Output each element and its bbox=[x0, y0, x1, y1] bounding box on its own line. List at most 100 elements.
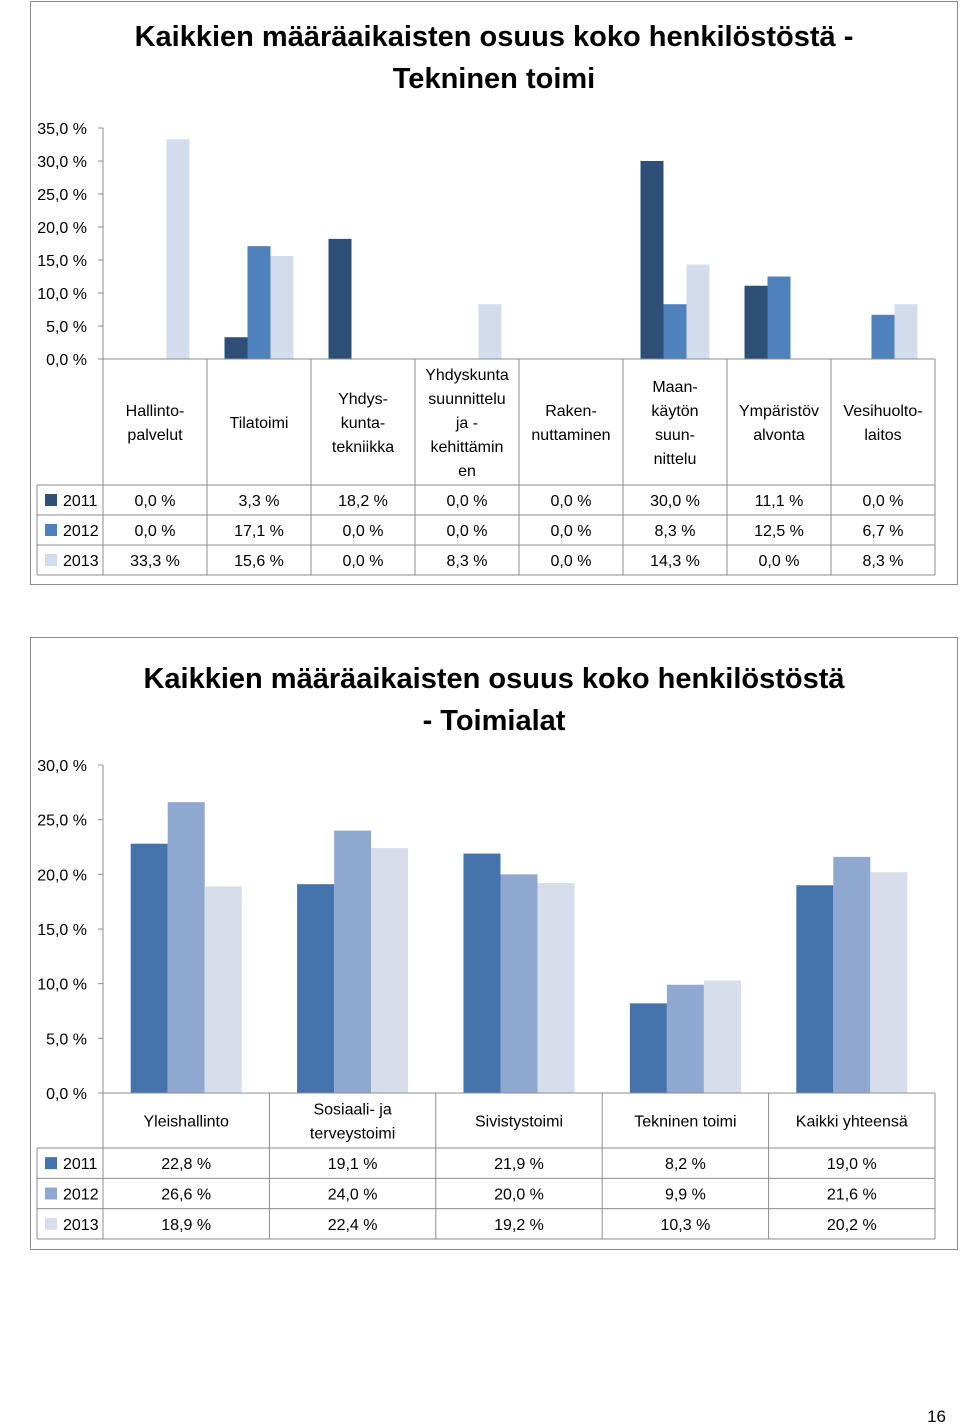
bar-2012-1 bbox=[334, 830, 372, 1093]
data-label: 0,0 % bbox=[863, 493, 904, 510]
chart-svg: 0,0 % 5,0 % 10,0 % 15,0 % 20,0 % 25,0 % 30,0 %… bbox=[36, 121, 936, 576]
data-label: 22,4 % bbox=[328, 1217, 378, 1234]
data-label: 19,0 % bbox=[827, 1156, 877, 1173]
data-label: 15,6 % bbox=[234, 553, 284, 570]
data-label: 19,1 % bbox=[328, 1156, 378, 1173]
y-tick-label: 20,0 % bbox=[37, 867, 87, 884]
legend-swatch-2011 bbox=[45, 1157, 57, 1170]
bar-2011-5 bbox=[640, 161, 664, 359]
bar-2012-4 bbox=[833, 856, 871, 1093]
data-label: 3,3 % bbox=[239, 493, 280, 510]
bar-2012-0 bbox=[167, 802, 205, 1093]
category-label: Yhdys-kunta-tekniikka bbox=[332, 391, 394, 456]
bar-2013-7 bbox=[894, 304, 918, 359]
data-label: 26,6 % bbox=[161, 1187, 211, 1204]
chart-title: Kaikkien määräaikaisten osuus koko henki… bbox=[134, 21, 854, 95]
legend-swatch-2013 bbox=[45, 1217, 57, 1230]
bar-2011-3 bbox=[629, 1003, 667, 1093]
y-tick-label: 0,0 % bbox=[46, 1086, 87, 1103]
bar-2012-1 bbox=[247, 246, 271, 359]
data-label: 9,9 % bbox=[665, 1187, 706, 1204]
data-label: 0,0 % bbox=[551, 493, 592, 510]
legend-label-2011: 2011 bbox=[63, 493, 98, 510]
bar-2011-4 bbox=[796, 885, 834, 1093]
data-label: 8,3 % bbox=[447, 553, 488, 570]
bar-2012-2 bbox=[500, 874, 538, 1093]
data-label: 0,0 % bbox=[343, 553, 384, 570]
y-tick-label: 10,0 % bbox=[37, 977, 87, 994]
chart-svg: 0,0 % 5,0 % 10,0 % 15,0 % 20,0 % 25,0 % 30,0 %… bbox=[36, 758, 936, 1240]
bar-2011-0 bbox=[130, 843, 168, 1093]
data-label: 0,0 % bbox=[551, 553, 592, 570]
chart-toimialat: Kaikkien määräaikaisten osuus koko henki… bbox=[30, 637, 958, 1250]
bar-2011-2 bbox=[328, 238, 352, 359]
legend-label-2013: 2013 bbox=[63, 553, 99, 570]
bar-2013-0 bbox=[204, 886, 242, 1093]
bar-2013-0 bbox=[166, 139, 190, 359]
bar-2011-2 bbox=[463, 853, 501, 1093]
data-label: 18,2 % bbox=[338, 493, 388, 510]
category-label: Sosiaali- ja terveystoimi bbox=[310, 1102, 395, 1143]
data-label: 0,0 % bbox=[759, 553, 800, 570]
legend-swatch-2013 bbox=[45, 554, 57, 566]
data-label: 22,8 % bbox=[161, 1156, 211, 1173]
data-label: 0,0 % bbox=[447, 523, 488, 540]
y-tick-label: 25,0 % bbox=[37, 813, 87, 830]
y-tick-label: 15,0 % bbox=[37, 253, 87, 270]
bar-2013-4 bbox=[870, 872, 908, 1093]
category-label: Yhdyskunta suunnittelu ja -kehittämin en bbox=[425, 367, 509, 480]
legend-label-2011: 2011 bbox=[63, 1156, 98, 1173]
y-tick-label: 5,0 % bbox=[46, 1031, 87, 1048]
data-label: 0,0 % bbox=[135, 523, 176, 540]
data-label: 8,2 % bbox=[665, 1156, 706, 1173]
bar-2011-6 bbox=[744, 285, 768, 359]
y-tick-label: 5,0 % bbox=[46, 319, 87, 336]
chart-title: Kaikkien määräaikaisten osuus koko henki… bbox=[143, 663, 845, 737]
legend-swatch-2012 bbox=[45, 1187, 57, 1200]
legend-swatch-2012 bbox=[45, 524, 57, 536]
data-label: 17,1 % bbox=[234, 523, 284, 540]
bar-2011-1 bbox=[224, 337, 248, 359]
bar-2012-5 bbox=[663, 304, 687, 359]
bar-2013-5 bbox=[686, 264, 710, 359]
category-label: Tilatoimi bbox=[230, 415, 289, 432]
category-label: Hallinto-palvelut bbox=[126, 403, 185, 444]
y-tick-label: 10,0 % bbox=[37, 286, 87, 303]
data-label: 18,9 % bbox=[161, 1217, 211, 1234]
data-label: 14,3 % bbox=[650, 553, 700, 570]
data-label: 6,7 % bbox=[863, 523, 904, 540]
data-label: 11,1 % bbox=[755, 493, 804, 510]
data-label: 21,6 % bbox=[827, 1187, 877, 1204]
data-label: 19,2 % bbox=[494, 1217, 544, 1234]
legend-label-2013: 2013 bbox=[63, 1217, 99, 1234]
bar-2013-1 bbox=[371, 848, 409, 1093]
data-label: 8,3 % bbox=[655, 523, 696, 540]
y-tick-label: 25,0 % bbox=[37, 187, 87, 204]
data-label: 8,3 % bbox=[863, 553, 904, 570]
data-label: 12,5 % bbox=[754, 523, 804, 540]
data-label: 0,0 % bbox=[447, 493, 488, 510]
bar-2013-3 bbox=[703, 980, 741, 1093]
bar-2012-6 bbox=[767, 276, 791, 359]
category-label: Sivistystoimi bbox=[475, 1114, 563, 1131]
y-tick-label: 0,0 % bbox=[46, 352, 87, 369]
bar-2012-7 bbox=[871, 314, 895, 359]
chart-tekninen-toimi: Kaikkien määräaikaisten osuus koko henki… bbox=[30, 1, 958, 585]
category-label: Maan-käytön suun-nittelu bbox=[651, 379, 698, 468]
data-label: 10,3 % bbox=[660, 1217, 710, 1234]
category-label: Yleishallinto bbox=[144, 1114, 229, 1131]
data-label: 0,0 % bbox=[343, 523, 384, 540]
y-tick-label: 20,0 % bbox=[37, 220, 87, 237]
y-tick-label: 15,0 % bbox=[37, 922, 87, 939]
bar-2013-3 bbox=[478, 304, 502, 359]
legend-label-2012: 2012 bbox=[63, 523, 99, 540]
category-label: Tekninen toimi bbox=[634, 1114, 736, 1131]
data-label: 0,0 % bbox=[551, 523, 592, 540]
y-tick-label: 35,0 % bbox=[37, 121, 87, 138]
data-label: 0,0 % bbox=[135, 493, 176, 510]
y-tick-label: 30,0 % bbox=[37, 154, 87, 171]
data-label: 33,3 % bbox=[130, 553, 180, 570]
legend-label-2012: 2012 bbox=[63, 1187, 99, 1204]
category-label: Vesihuolto-laitos bbox=[843, 403, 922, 444]
data-label: 20,0 % bbox=[494, 1187, 544, 1204]
